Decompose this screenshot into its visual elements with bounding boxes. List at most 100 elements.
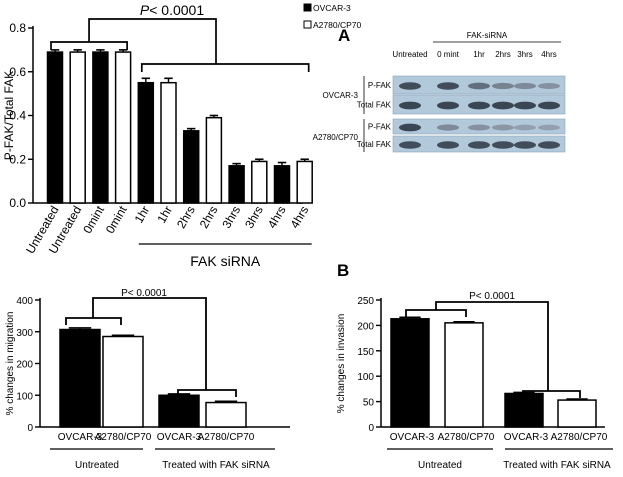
sig-bracket-right	[177, 389, 237, 397]
panel-letter-a: A	[338, 26, 350, 45]
blot-row-label: Total FAK	[357, 101, 392, 110]
bar	[92, 51, 109, 204]
sig-connector	[435, 301, 549, 391]
chart-2: 0 100 200 300 400% changes in migration OVCAR…	[5, 288, 290, 471]
bar	[228, 165, 245, 204]
p-value: < 0.0001	[149, 2, 204, 18]
lane-label: 1hr	[473, 50, 485, 59]
y-tick-label: 250	[357, 296, 374, 307]
y-axis-label: P-FAK/Total FAK	[2, 71, 16, 160]
x-tick-label: 3hrs	[219, 204, 243, 231]
bar	[296, 160, 313, 204]
sig-bracket-left	[405, 309, 467, 317]
bar	[390, 318, 430, 428]
blot-band	[514, 141, 536, 149]
x-tick-label: OVCAR-3	[58, 432, 103, 443]
blot-band	[538, 141, 560, 149]
blot-header: FAK-siRNA	[467, 31, 508, 40]
bar	[205, 401, 247, 428]
x-tick-label: 3hrs	[242, 204, 266, 231]
lane-label: 2hrs	[495, 50, 511, 59]
x-tick-label: 4hrs	[265, 204, 289, 231]
y-tick-label: 200	[16, 360, 33, 371]
blot-band	[468, 82, 490, 90]
blot-band	[468, 101, 490, 110]
blot-band	[492, 141, 514, 149]
y-tick-label: 0	[368, 423, 374, 434]
blot-row-label: Total FAK	[357, 140, 392, 149]
sig-connector	[92, 297, 207, 390]
blot-row-label: P-FAK	[368, 81, 392, 90]
blot-band	[538, 124, 560, 131]
blot-band	[399, 123, 421, 132]
group-label: Treated with FAK siRNA	[503, 460, 611, 471]
bar	[137, 81, 155, 204]
blot-band	[538, 82, 560, 90]
lane-label: 4hrs	[541, 50, 557, 59]
y-tick-label: 100	[16, 391, 33, 402]
significance-label: P< 0.0001	[469, 291, 515, 302]
blot-band	[468, 124, 490, 131]
blot-band	[468, 141, 490, 149]
x-tick-label: OVCAR-3	[390, 432, 435, 443]
chart-1: 0.00.20.40.60.8P-FAK/Total FAKUntreatedU…	[2, 2, 361, 269]
blot-band	[437, 124, 459, 131]
blot-band	[399, 82, 421, 90]
significance-label: P< 0.0001	[121, 288, 167, 299]
y-tick-label: 50	[363, 398, 375, 409]
sig-bracket-right	[140, 63, 310, 72]
western-blot: A FAK-siRNA Untreated 0 mint 1hr 2hrs 3hrs 4hrs…	[313, 26, 566, 153]
x-tick-label: 2hrs	[174, 204, 198, 231]
x-tick-label: 1hr	[154, 203, 175, 225]
lane-label: 0 mint	[437, 50, 460, 59]
blot-row-label: P-FAK	[368, 123, 392, 132]
x-tick-label: A2780/CP70	[198, 432, 255, 443]
y-tick-label: 0.4	[9, 109, 26, 123]
y-tick-label: 0.6	[9, 65, 26, 79]
lane-label: Untreated	[392, 50, 427, 59]
bar	[273, 165, 291, 204]
bar	[59, 328, 101, 428]
y-tick-label: 150	[357, 347, 374, 358]
blot-band	[538, 101, 560, 110]
bar	[114, 51, 132, 204]
x-tick-label: 0mint	[103, 203, 130, 236]
x-tick-label: 2hrs	[197, 204, 221, 231]
x-tick-label: A2780/CP70	[438, 432, 495, 443]
group-label: Untreated	[75, 460, 119, 471]
y-tick-label: 200	[357, 321, 374, 332]
x-tick-label: 4hrs	[288, 204, 312, 231]
bar	[46, 51, 64, 204]
y-tick-label: 100	[357, 372, 374, 383]
p-symbol: P	[140, 2, 150, 18]
x-tick-label: OVCAR-3	[504, 432, 549, 443]
blot-band	[399, 141, 421, 149]
blot-band	[492, 82, 514, 90]
y-tick-label: 300	[16, 328, 33, 339]
cell-line-label: OVCAR-3	[322, 91, 358, 100]
legend-label: A2780/CP70	[313, 20, 361, 30]
significance-label: P< 0.0001	[140, 2, 204, 18]
bar	[251, 160, 268, 204]
lane-label: 3hrs	[517, 50, 533, 59]
sig-bracket-left	[50, 41, 128, 50]
x-tick-label: A2780/CP70	[551, 432, 608, 443]
y-tick-label: 0.0	[9, 196, 26, 210]
y-tick-label: 0.2	[9, 152, 26, 166]
x-tick-label: OVCAR-3	[157, 432, 202, 443]
blot-band	[399, 101, 421, 110]
y-tick-label: 0	[27, 423, 33, 434]
legend: OVCAR-3 A2780/CP70	[303, 3, 361, 30]
sig-bracket-left	[65, 317, 122, 325]
y-tick-label: 0.8	[9, 21, 26, 35]
legend-swatch	[303, 3, 312, 12]
cell-line-label: A2780/CP70	[313, 133, 359, 142]
bar	[504, 392, 544, 428]
bar	[158, 394, 200, 428]
bar	[160, 81, 177, 204]
blot-band	[514, 124, 536, 131]
blot-band	[514, 82, 536, 90]
group-label: FAK siRNA	[190, 253, 261, 269]
blot-band	[437, 101, 459, 110]
